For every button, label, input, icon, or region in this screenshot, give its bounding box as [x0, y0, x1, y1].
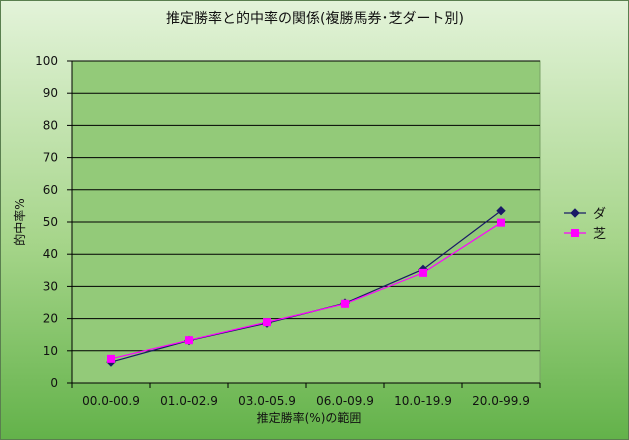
legend-label: ダ — [593, 207, 606, 222]
data-point-series-2 — [107, 354, 115, 363]
legend: ダ芝 — [564, 207, 606, 242]
x-tick-label: 06.0-09.9 — [316, 394, 374, 408]
legend-swatch-marker — [570, 208, 580, 218]
x-tick-label: 00.0-00.9 — [82, 394, 140, 408]
y-tick-label: 40 — [43, 247, 58, 261]
x-tick-label: 01.0-02.9 — [160, 394, 218, 408]
series-markers — [106, 206, 506, 367]
y-tick-label: 10 — [43, 344, 58, 358]
data-point-series-2 — [341, 299, 349, 308]
x-tick-label: 03.0-05.9 — [238, 394, 296, 408]
x-tick-label: 20.0-99.9 — [472, 394, 530, 408]
chart-title: 推定勝率と的中率の関係(複勝馬券･芝ダート別) — [166, 10, 464, 27]
data-point-series-1 — [496, 206, 506, 216]
y-tick-label: 0 — [50, 376, 58, 390]
data-point-series-2 — [185, 336, 193, 345]
y-tick-label: 20 — [43, 312, 58, 326]
data-point-series-2 — [263, 318, 271, 327]
data-point-series-2 — [497, 218, 505, 227]
legend-swatch-marker — [571, 229, 579, 237]
y-tick-label: 50 — [43, 215, 58, 229]
series-line-2 — [110, 222, 502, 360]
x-tick-label: 10.0-19.9 — [394, 394, 452, 408]
y-tick-labels: 0 10 20 30 40 50 60 70 80 90 100 — [35, 54, 58, 390]
series-lines — [110, 210, 502, 363]
y-tick-label: 70 — [43, 151, 58, 165]
y-tick-label: 60 — [43, 183, 58, 197]
y-tick-label: 90 — [43, 86, 58, 100]
y-tick-label: 30 — [43, 279, 58, 293]
y-tick-label: 100 — [35, 54, 58, 68]
plot-area: 0 10 20 30 40 50 60 70 80 90 100 00.0-00.9 01.0-02.… — [35, 54, 541, 408]
legend-label: 芝 — [593, 226, 606, 242]
y-axis-label: 的中率% — [12, 198, 27, 245]
axes — [67, 60, 541, 388]
data-point-series-2 — [419, 268, 427, 277]
x-axis-label: 推定勝率(%)の範囲 — [257, 410, 362, 425]
x-tick-labels: 00.0-00.9 01.0-02.9 03.0-05.9 06.0-09.9 10.0… — [82, 394, 530, 408]
y-tick-label: 80 — [43, 118, 58, 132]
